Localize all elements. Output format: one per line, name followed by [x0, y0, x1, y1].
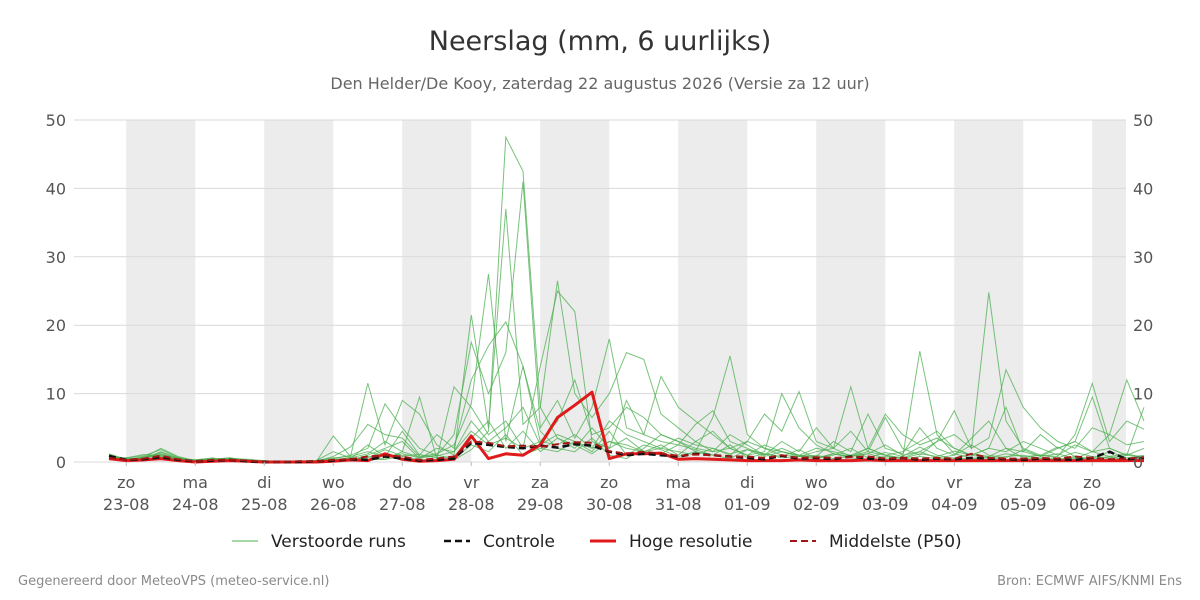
x-tick-day-13: za: [1014, 473, 1032, 492]
x-tick-day-14: zo: [1083, 473, 1101, 492]
x-tick-date-0: 23-08: [103, 495, 150, 514]
x-tick-day-2: di: [257, 473, 272, 492]
legend-item-highres[interactable]: Hoge resolutie: [590, 532, 753, 552]
x-tick-date-8: 31-08: [655, 495, 702, 514]
legend-item-control[interactable]: Controle: [444, 532, 555, 552]
legend-label-perturbed: Verstoorde runs: [271, 532, 406, 552]
x-tick-date-10: 02-09: [793, 495, 840, 514]
legend-label-median: Middelste (P50): [829, 532, 962, 552]
y-axis-right: 0 10 20 30 40 50: [1133, 111, 1153, 472]
day-band-2: [402, 120, 472, 462]
x-tick-day-7: zo: [600, 473, 618, 492]
x-tick-day-8: ma: [666, 473, 691, 492]
main-series: [108, 390, 1145, 464]
x-tick-date-9: 01-09: [724, 495, 771, 514]
day-shading: [126, 120, 1126, 462]
y-tick-right-20: 20: [1133, 316, 1153, 335]
x-tick-date-11: 03-09: [862, 495, 909, 514]
x-tick-day-9: di: [740, 473, 755, 492]
x-tick-date-13: 05-09: [1000, 495, 1047, 514]
y-tick-right-40: 40: [1133, 179, 1153, 198]
footer-source: Bron: ECMWF AIFS/KNMI Ens: [997, 574, 1182, 589]
x-tick-day-12: vr: [946, 473, 962, 492]
y-axis-left: 0 10 20 30 40 50: [46, 111, 66, 472]
y-tick-left-40: 40: [46, 179, 66, 198]
x-tick-date-14: 06-09: [1069, 495, 1116, 514]
day-band-5: [816, 120, 886, 462]
y-tick-left-20: 20: [46, 316, 66, 335]
x-tick-day-10: wo: [805, 473, 828, 492]
day-band-0: [126, 120, 196, 462]
legend-item-perturbed[interactable]: Verstoorde runs: [232, 532, 406, 552]
series-controle: [108, 441, 1145, 464]
day-band-7: [1092, 120, 1126, 462]
chart-subtitle: Den Helder/De Kooy, zaterdag 22 augustus…: [330, 74, 869, 93]
y-tick-right-0: 0: [1133, 453, 1143, 472]
y-tick-left-10: 10: [46, 385, 66, 404]
day-band-4: [678, 120, 748, 462]
series-hoge-resolutie: [108, 390, 1144, 464]
y-tick-left-50: 50: [46, 111, 66, 130]
x-tick-day-5: vr: [463, 473, 479, 492]
day-band-6: [954, 120, 1024, 462]
day-band-1: [264, 120, 334, 462]
y-tick-right-10: 10: [1133, 385, 1153, 404]
x-tick-day-6: za: [531, 473, 549, 492]
x-axis: zo 23-08 ma 24-08 di 25-08 wo 26-08 do 27-08 vr 28-…: [103, 462, 1116, 514]
y-tick-right-30: 30: [1133, 248, 1153, 267]
legend: Verstoorde runs Controle Hoge resolutie …: [232, 532, 962, 552]
x-tick-date-2: 25-08: [241, 495, 288, 514]
y-tick-right-50: 50: [1133, 111, 1153, 130]
x-tick-date-12: 04-09: [931, 495, 978, 514]
x-tick-date-5: 28-08: [448, 495, 495, 514]
x-tick-date-4: 27-08: [379, 495, 426, 514]
x-tick-date-6: 29-08: [517, 495, 564, 514]
chart-title: Neerslag (mm, 6 uurlijks): [429, 26, 771, 57]
y-tick-left-0: 0: [56, 453, 66, 472]
legend-label-highres: Hoge resolutie: [629, 532, 753, 552]
x-tick-day-0: zo: [117, 473, 135, 492]
series-middelste-p50: [108, 440, 1145, 463]
y-tick-left-30: 30: [46, 248, 66, 267]
footer-generated-by: Gegenereerd door MeteoVPS (meteo-service…: [18, 574, 329, 589]
x-tick-date-3: 26-08: [310, 495, 357, 514]
x-tick-date-7: 30-08: [586, 495, 633, 514]
legend-label-control: Controle: [483, 532, 555, 552]
x-tick-date-1: 24-08: [172, 495, 219, 514]
x-tick-day-4: do: [392, 473, 412, 492]
x-tick-day-11: do: [875, 473, 895, 492]
x-tick-day-3: wo: [322, 473, 345, 492]
x-tick-day-1: ma: [183, 473, 208, 492]
legend-item-median[interactable]: Middelste (P50): [790, 532, 962, 552]
